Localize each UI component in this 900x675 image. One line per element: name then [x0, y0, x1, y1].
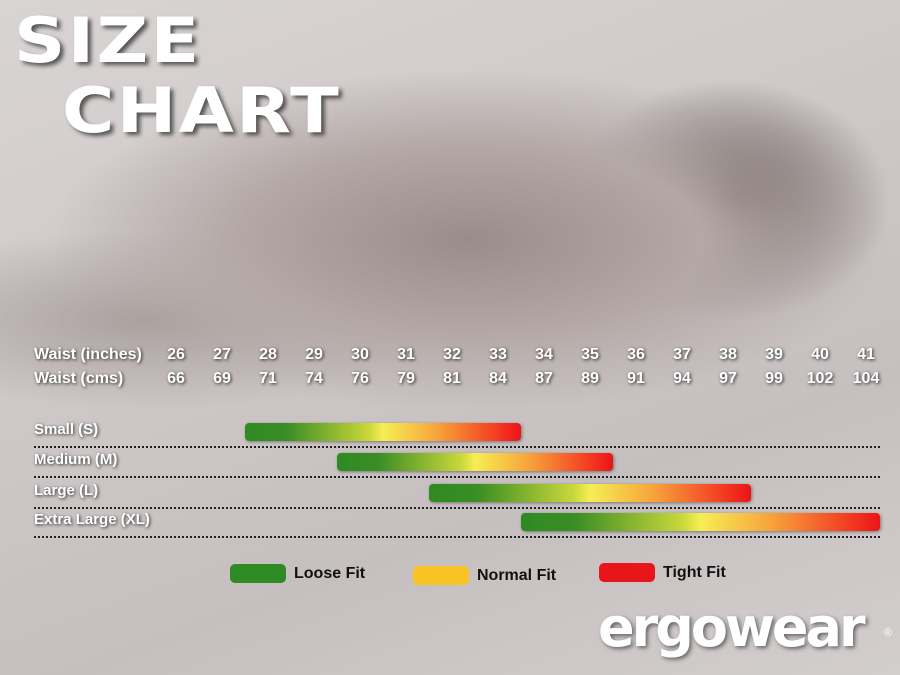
- waist-inch-value: 29: [305, 346, 323, 363]
- waist-cm-value: 104: [852, 370, 880, 387]
- title-chart: CHART: [62, 74, 342, 147]
- waist-cm-value: 76: [351, 370, 369, 387]
- waist-inch-value: 36: [627, 346, 645, 363]
- legend-label: Normal Fit: [477, 566, 557, 584]
- waist-inch-value: 34: [535, 346, 553, 363]
- waist-inches-label: Waist (inches): [34, 346, 142, 363]
- row-divider: [34, 476, 880, 478]
- size-label: Extra Large (XL): [34, 511, 150, 528]
- waist-cm-value: 89: [581, 370, 599, 387]
- waist-inch-value: 37: [673, 346, 691, 363]
- waist-cm-value: 87: [535, 370, 553, 387]
- size-range-bar: [429, 484, 751, 502]
- legend-label: Loose Fit: [294, 564, 366, 582]
- legend-label: Tight Fit: [663, 563, 726, 581]
- waist-inch-value: 41: [857, 346, 875, 363]
- waist-cm-value: 91: [627, 370, 645, 387]
- waist-inch-value: 26: [167, 346, 185, 363]
- legend-loose: Loose Fit: [230, 564, 365, 583]
- waist-cm-value: 102: [806, 370, 834, 387]
- waist-cm-value: 69: [213, 370, 231, 387]
- waist-inch-value: 33: [489, 346, 507, 363]
- row-divider: [34, 507, 880, 509]
- waist-inch-value: 27: [213, 346, 231, 363]
- waist-cm-value: 94: [673, 370, 691, 387]
- legend-normal: Normal Fit: [413, 566, 556, 585]
- normal-swatch: [413, 566, 469, 585]
- size-range-bar: [245, 423, 521, 441]
- waist-inch-value: 39: [765, 346, 783, 363]
- waist-cm-value: 97: [719, 370, 737, 387]
- tight-swatch: [599, 563, 655, 582]
- loose-swatch: [230, 564, 286, 583]
- waist-inch-value: 40: [811, 346, 829, 363]
- size-label: Medium (M): [34, 451, 118, 468]
- ergowear-logo: ergowear: [598, 596, 866, 659]
- size-range-bar: [337, 453, 613, 471]
- waist-inch-value: 35: [581, 346, 599, 363]
- waist-cm-value: 66: [167, 370, 185, 387]
- registered-mark: ®: [884, 627, 893, 639]
- size-range-bar: [521, 513, 880, 531]
- waist-cm-value: 79: [397, 370, 415, 387]
- waist-inch-value: 28: [259, 346, 277, 363]
- waist-cm-value: 71: [259, 370, 277, 387]
- waist-inch-value: 32: [443, 346, 461, 363]
- legend-tight: Tight Fit: [599, 563, 726, 582]
- waist-inch-value: 31: [397, 346, 415, 363]
- waist-cms-label: Waist (cms): [34, 370, 124, 387]
- row-divider: [34, 536, 880, 538]
- size-label: Small (S): [34, 421, 99, 438]
- waist-cm-value: 81: [443, 370, 461, 387]
- waist-inch-value: 30: [351, 346, 369, 363]
- waist-cm-value: 99: [765, 370, 783, 387]
- row-divider: [34, 446, 880, 448]
- size-label: Large (L): [34, 482, 99, 499]
- title-size: SIZE: [14, 4, 202, 77]
- waist-cm-value: 84: [489, 370, 507, 387]
- waist-inch-value: 38: [719, 346, 737, 363]
- waist-cm-value: 74: [305, 370, 323, 387]
